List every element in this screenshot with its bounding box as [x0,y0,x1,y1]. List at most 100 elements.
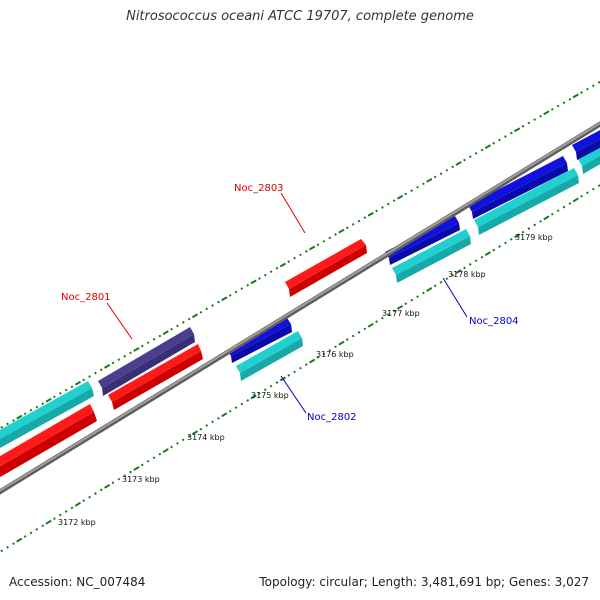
outer-tick [181,321,185,324]
outer-tick [279,262,286,268]
gene-label-noc-2802-group[interactable]: Noc_2802 [280,375,357,423]
inner-tick [334,345,337,349]
outer-tick [426,178,433,183]
cds-forward-noc-2803[interactable] [285,239,367,297]
scale-label-3172: 3172 kbp [58,518,96,527]
outer-tick [351,223,355,226]
inner-tick [0,549,4,553]
outer-tick [6,422,9,426]
outer-tick [556,104,560,108]
reverse-feature-cyan-edge[interactable] [578,143,600,174]
outer-tick [263,273,267,277]
gene-label-noc-2803: Noc_2803 [234,183,284,194]
inner-tick [70,506,74,510]
cds-reverse-noc-2804[interactable] [385,216,460,265]
scale-label-3175: 3175 kbp [251,391,289,400]
inner-tick [591,187,595,191]
outer-tick [439,172,443,176]
outer-tick [591,84,595,88]
inner-tick [351,334,355,338]
inner-tick [170,445,173,449]
feature-track [0,127,600,487]
outer-tick [322,239,326,243]
inner-tick [6,545,9,549]
outer-tick [140,344,144,348]
reverse-feature-cyan-right[interactable] [474,168,579,235]
inner-tick [480,255,484,259]
outer-tick [199,310,203,314]
forward-feature-purple[interactable] [98,327,195,396]
inner-tick [35,527,39,531]
outer-tick [191,313,199,319]
outer-tick [287,260,291,263]
inner-tick [158,452,162,456]
outer-tick [396,194,404,200]
outer-tick [375,209,378,213]
gene-label-noc-2801-group[interactable]: Noc_2801 [61,292,133,340]
outer-tick [304,250,308,253]
inner-tick [381,316,384,320]
inner-tick [328,348,332,352]
gene-label-noc-2803-group[interactable]: Noc_2803 [234,183,306,234]
inner-tick [176,442,179,445]
inner-tick [99,488,103,492]
inner-tick [556,209,560,213]
inner-tick [250,394,257,400]
outer-tick [498,138,501,142]
reverse-feature-cyan-noc-2802[interactable] [236,331,303,381]
outer-tick [133,347,140,352]
inner-tick [504,241,507,245]
inner-tick [146,459,150,463]
cds-reverse-right[interactable] [468,156,568,219]
inner-tick [246,399,250,402]
cds-reverse-noc-2802[interactable] [227,318,292,363]
reverse-feature-cyan-noc-2804[interactable] [392,229,471,283]
outer-tick [527,121,531,125]
cds-forward-noc-2801[interactable] [108,344,203,410]
gene-label-noc-2802: Noc_2802 [307,412,357,423]
outer-tick [53,395,56,399]
outer-tick [463,158,466,162]
outer-tick [250,279,257,285]
outer-tick [504,135,507,138]
outer-tick [392,199,396,203]
inner-tick [234,406,238,409]
inner-tick [568,202,572,205]
inner-tick [539,220,542,223]
outer-tick [293,256,296,260]
outer-tick [367,211,374,217]
outer-tick [99,368,103,372]
cds-forward-left[interactable] [0,404,97,487]
outer-tick [492,141,496,145]
inner-tick [16,537,23,543]
scale-label-3174: 3174 kbp [187,433,225,442]
outer-tick [111,361,115,365]
inner-tick [205,424,209,427]
outer-tick [533,118,537,121]
outer-tick [568,97,572,101]
inner-tick [543,215,550,221]
inner-tick [152,456,156,460]
outer-tick [357,219,361,223]
outer-tick [12,419,15,422]
reverse-feature-cyan-left[interactable] [0,381,94,458]
outer-tick [152,337,156,341]
inner-tick [217,416,220,420]
inner-tick [23,535,27,538]
outer-tick [82,378,86,382]
inner-tick [404,302,408,306]
gene-label-noc-2804-group[interactable]: Noc_2804 [442,277,519,327]
inner-tick [221,412,228,418]
inner-tick [455,269,462,274]
inner-tick [468,262,472,266]
cds-reverse-edge[interactable] [572,127,600,160]
outer-tick [176,324,179,328]
outer-tick [451,165,455,169]
outer-tick [445,168,449,172]
accession-text: Accession: NC_007484 [9,575,146,589]
inner-tick [527,227,531,230]
inner-tick [123,474,127,478]
outer-tick [45,397,52,403]
inner-tick [316,356,320,359]
